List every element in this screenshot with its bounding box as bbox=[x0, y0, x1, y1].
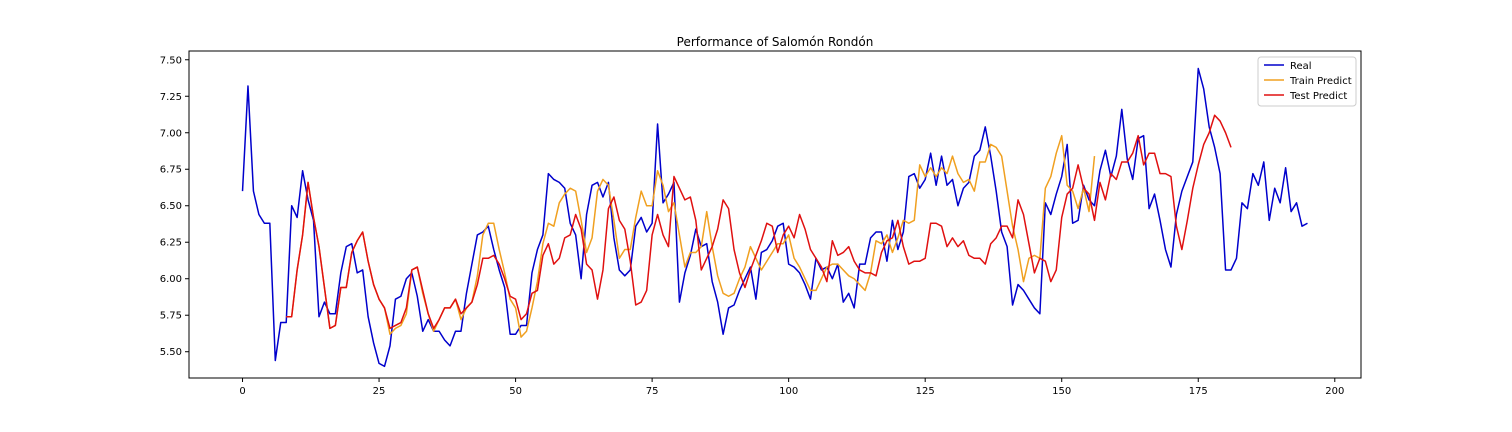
y-tick-label: 5.75 bbox=[160, 311, 182, 322]
y-tick-label: 6.50 bbox=[160, 201, 182, 212]
x-tick-label: 175 bbox=[1189, 386, 1208, 397]
x-tick-label: 50 bbox=[509, 386, 522, 397]
x-tick-label: 75 bbox=[646, 386, 659, 397]
x-tick-label: 125 bbox=[916, 386, 935, 397]
real-series-line bbox=[241, 67, 1308, 368]
x-tick-label: 150 bbox=[1052, 386, 1071, 397]
legend-label-train-predict: Train Predict bbox=[1289, 76, 1352, 87]
y-tick-label: 6.75 bbox=[160, 165, 182, 176]
x-tick-label: 100 bbox=[779, 386, 798, 397]
y-tick-label: 6.25 bbox=[160, 238, 182, 249]
legend-label-real: Real bbox=[1290, 61, 1312, 72]
y-tick-label: 7.50 bbox=[160, 55, 182, 66]
y-tick-label: 6.00 bbox=[160, 274, 182, 285]
plot-frame bbox=[188, 50, 1362, 379]
legend-label-test-predict: Test Predict bbox=[1289, 91, 1347, 102]
y-tick-label: 5.50 bbox=[160, 347, 182, 358]
x-tick-label: 25 bbox=[373, 386, 386, 397]
legend: Real Train Predict Test Predict bbox=[1257, 56, 1357, 107]
y-tick-label: 7.00 bbox=[160, 128, 182, 139]
chart-title: Performance of Salomón Rondón bbox=[677, 35, 874, 49]
x-tick-label: 200 bbox=[1325, 386, 1344, 397]
x-tick-label: 0 bbox=[239, 386, 245, 397]
test-predict-series-line bbox=[286, 114, 1232, 330]
y-tick-label: 7.25 bbox=[160, 92, 182, 103]
series-lines bbox=[241, 67, 1308, 368]
legend-box bbox=[1257, 56, 1357, 107]
axis-ticks: 0 25 50 75 100 125 150 175 200 5.50 5.75 6.00 6.25 6.… bbox=[160, 55, 1345, 397]
